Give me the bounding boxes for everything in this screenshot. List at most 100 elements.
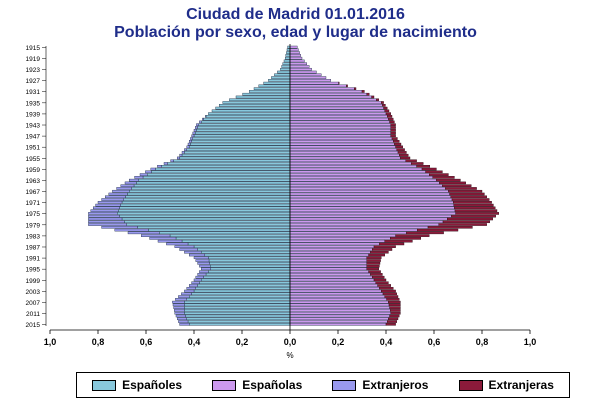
bar-espanolas	[289, 237, 391, 240]
bar-espanoles	[169, 234, 291, 237]
bar-extranjeros	[186, 286, 197, 290]
bar-espanolas	[289, 225, 429, 229]
bar-espanoles	[196, 128, 291, 132]
bar-extranjeros	[188, 284, 198, 287]
bar-extranjeras	[383, 106, 388, 110]
bar-extranjeras	[390, 237, 422, 240]
bar-extranjeras	[366, 259, 381, 262]
bar-espanoles	[125, 195, 291, 199]
bar-extranjeras	[405, 159, 417, 163]
bar-espanolas	[289, 192, 450, 196]
bar-extranjeros	[197, 262, 210, 265]
bar-espanoles	[218, 104, 291, 107]
bar-extranjeras	[390, 134, 396, 138]
bar-extranjeros	[108, 192, 128, 196]
bar-espanoles	[281, 65, 291, 68]
bar-espanoles	[184, 311, 291, 315]
bar-espanolas	[289, 65, 310, 68]
bar-extranjeras	[384, 295, 399, 298]
bar-espanolas	[289, 151, 399, 154]
bar-extranjeros	[145, 170, 152, 174]
bar-espanoles	[121, 217, 291, 221]
bar-extranjeras	[389, 120, 395, 124]
bar-extranjeras	[399, 153, 409, 157]
bar-extranjeras	[390, 131, 396, 135]
bar-espanoles	[184, 151, 291, 154]
bar-espanolas	[289, 303, 390, 307]
bar-extranjeras	[366, 264, 380, 268]
bar-extranjeras	[397, 151, 407, 154]
bar-espanolas	[289, 203, 455, 207]
bar-espanolas	[289, 120, 390, 124]
bar-extranjeros	[90, 209, 119, 212]
legend-item-espanoles: Españoles	[92, 378, 182, 392]
y-tick-label: 1999	[26, 278, 41, 285]
bar-espanoles	[184, 309, 291, 312]
bar-espanolas	[289, 281, 377, 285]
bar-espanoles	[191, 292, 291, 296]
bar-espanolas	[289, 214, 452, 218]
bar-espanoles	[123, 198, 291, 201]
legend-swatch-extranjeras	[458, 379, 483, 391]
bar-extranjeros	[88, 212, 118, 215]
bar-espanolas	[289, 178, 437, 182]
bar-espanolas	[289, 273, 371, 276]
bar-extranjeros	[95, 203, 121, 207]
bar-espanoles	[138, 178, 291, 182]
bar-extranjeras	[381, 101, 384, 104]
bar-extranjeras	[390, 128, 396, 132]
bar-extranjeras	[370, 250, 389, 254]
x-tick-label: 0,2	[236, 337, 249, 347]
bar-extranjeras	[390, 123, 396, 126]
bar-extranjeras	[385, 112, 392, 115]
bar-espanoles	[242, 92, 291, 96]
bar-espanoles	[190, 142, 291, 146]
bar-espanolas	[289, 142, 395, 146]
bar-extranjeras	[417, 228, 459, 232]
bar-espanoles	[205, 115, 291, 118]
bar-espanoles	[133, 184, 291, 187]
bar-espanoles	[184, 300, 291, 304]
bar-espanolas	[289, 239, 386, 243]
bar-espanoles	[146, 173, 291, 176]
bar-espanolas	[289, 90, 363, 93]
bar-espanolas	[289, 79, 331, 82]
bar-extranjeras	[386, 298, 400, 301]
bar-extranjeras	[388, 117, 394, 121]
bar-espanoles	[253, 87, 291, 90]
bar-espanolas	[289, 126, 392, 129]
bar-espanolas	[289, 45, 298, 49]
bar-espanolas	[289, 115, 388, 118]
bar-espanolas	[289, 323, 387, 326]
bar-extranjeros	[199, 264, 211, 268]
bar-espanolas	[289, 314, 390, 318]
bar-espanolas	[289, 98, 377, 102]
bar-extranjeros	[192, 131, 196, 135]
bar-extranjeros	[181, 292, 192, 296]
bar-extranjeras	[379, 286, 394, 290]
bar-espanoles	[181, 153, 291, 157]
bar-espanoles	[277, 70, 291, 74]
bar-espanoles	[286, 48, 291, 52]
legend-swatch-espanolas	[212, 379, 237, 391]
bar-extranjeros	[179, 323, 190, 326]
bar-extranjeros	[199, 120, 202, 124]
bar-extranjeros	[157, 239, 183, 243]
bar-espanolas	[289, 264, 368, 268]
y-tick-label: 1971	[26, 200, 41, 207]
bar-espanoles	[137, 225, 291, 229]
bar-extranjeros	[195, 259, 210, 262]
bar-extranjeros	[178, 320, 189, 323]
y-tick-label: 1943	[26, 123, 41, 130]
bar-espanolas	[289, 228, 418, 232]
bar-espanolas	[289, 317, 389, 321]
bar-extranjeros	[184, 289, 195, 293]
bar-extranjeros	[116, 187, 132, 190]
bar-espanolas	[289, 209, 456, 212]
legend-label-espanoles: Españoles	[122, 378, 183, 392]
bar-espanolas	[289, 309, 391, 312]
bar-espanoles	[158, 231, 291, 235]
bar-espanolas	[289, 137, 393, 140]
bar-extranjeros	[193, 128, 197, 132]
bar-espanolas	[289, 167, 423, 171]
